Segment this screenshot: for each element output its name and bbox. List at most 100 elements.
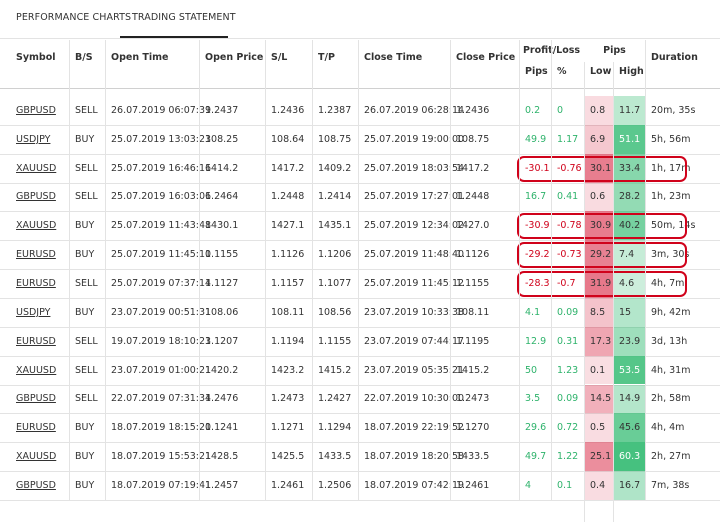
table-cell: 0.8	[584, 96, 613, 125]
table-cell: 25.07.2019 17:27:01	[358, 183, 450, 212]
cell-text: 0.4	[590, 480, 605, 491]
column-border	[312, 40, 313, 500]
cell-text: BUY	[75, 249, 94, 260]
cell-text: 1.17	[557, 134, 578, 145]
symbol-link[interactable]: XAUUSD	[16, 365, 56, 376]
tab[interactable]: PERFORMANCE CHARTS	[16, 12, 131, 23]
column-border	[613, 62, 614, 522]
column-header: B/S	[75, 52, 93, 63]
symbol-cell: GBPUSD	[0, 385, 69, 414]
cell-text: 26.07.2019 06:07:39	[111, 105, 211, 116]
symbol-link[interactable]: EURUSD	[16, 336, 56, 347]
table-cell: SELL	[69, 183, 105, 212]
table-cell: 1.1194	[265, 327, 312, 356]
cell-text: 2h, 27m	[651, 451, 690, 462]
table-cell: BUY	[69, 442, 105, 471]
table-cell: 1423.2	[265, 356, 312, 385]
symbol-link[interactable]: GBPUSD	[16, 393, 56, 404]
cell-text: 1.23	[557, 365, 578, 376]
cell-text: 18.07.2019 15:53:21	[111, 451, 211, 462]
symbol-link[interactable]: XAUUSD	[16, 163, 56, 174]
symbol-link[interactable]: XAUUSD	[16, 220, 56, 231]
tab[interactable]: TRADING STATEMENT	[132, 12, 236, 23]
symbol-link[interactable]: EURUSD	[16, 249, 56, 260]
column-header: T/P	[318, 52, 335, 63]
cell-text: 1.2457	[205, 480, 238, 491]
cell-text: 1.2473	[456, 393, 489, 404]
symbol-link[interactable]: XAUUSD	[16, 451, 56, 462]
cell-text: 25.1	[590, 451, 611, 462]
cell-text: 4.1	[525, 307, 540, 318]
table-cell: 1.1126	[450, 240, 519, 269]
cell-text: 108.56	[318, 307, 351, 318]
table-cell: 0.72	[551, 413, 584, 442]
cell-text: 0.5	[590, 422, 605, 433]
cell-text: 1.2437	[205, 105, 238, 116]
table-cell: 23.07.2019 01:00:21	[105, 356, 199, 385]
column-border	[450, 40, 451, 500]
cell-text: 6.9	[590, 134, 605, 145]
symbol-link[interactable]: GBPUSD	[16, 105, 56, 116]
cell-text: 108.06	[205, 307, 238, 318]
cell-text: 1427.0	[456, 220, 489, 231]
column-header: Open Time	[111, 52, 168, 63]
symbol-link[interactable]: GBPUSD	[16, 480, 56, 491]
table-cell: 4.1	[519, 298, 551, 327]
cell-text: 51.1	[619, 134, 640, 145]
cell-text: 25.07.2019 11:45:10	[111, 249, 211, 260]
table-cell: 18.07.2019 18:20:58	[358, 442, 450, 471]
cell-text: BUY	[75, 220, 94, 231]
table-cell: 1.1155	[199, 240, 265, 269]
table-cell: 108.06	[199, 298, 265, 327]
table-cell: 1433.5	[312, 442, 358, 471]
cell-text: 15	[619, 307, 631, 318]
cell-text: 7m, 38s	[651, 480, 689, 491]
table-cell: SELL	[69, 96, 105, 125]
table-cell: 1.2473	[450, 385, 519, 414]
symbol-link[interactable]: EURUSD	[16, 422, 56, 433]
table-cell: 0.41	[551, 183, 584, 212]
table-cell: 60.3	[613, 442, 645, 471]
cell-text: 1.1155	[318, 336, 351, 347]
cell-text: 1.1207	[205, 336, 238, 347]
symbol-link[interactable]: USDJPY	[16, 134, 50, 145]
table-cell: 1.1126	[265, 240, 312, 269]
table-cell: 1.2437	[199, 96, 265, 125]
table-cell: 1.2436	[450, 96, 519, 125]
table-cell: 18.07.2019 22:19:52	[358, 413, 450, 442]
cell-text: 0.41	[557, 191, 578, 202]
cell-text: 3.5	[525, 393, 540, 404]
table-cell: 12.9	[519, 327, 551, 356]
column-border	[69, 40, 70, 500]
cell-text: SELL	[75, 393, 98, 404]
cell-text: 1.1195	[456, 336, 489, 347]
cell-text: 1.2448	[271, 191, 304, 202]
symbol-link[interactable]: EURUSD	[16, 278, 56, 289]
column-header: Close Time	[364, 52, 422, 63]
column-border	[105, 40, 106, 500]
cell-text: 1.2448	[456, 191, 489, 202]
table-cell: 53.5	[613, 356, 645, 385]
table-cell: 1.1294	[312, 413, 358, 442]
cell-text: 25.07.2019 16:03:06	[111, 191, 211, 202]
symbol-link[interactable]: USDJPY	[16, 307, 50, 318]
table-cell: BUY	[69, 298, 105, 327]
table-cell: 108.25	[199, 125, 265, 154]
cell-text: BUY	[75, 451, 94, 462]
table-cell: 1h, 23m	[645, 183, 720, 212]
cell-text: 45.6	[619, 422, 640, 433]
cell-text: 3d, 13h	[651, 336, 687, 347]
table-cell: 9h, 42m	[645, 298, 720, 327]
table-cell: 2h, 58m	[645, 385, 720, 414]
cell-text: 0.1	[590, 365, 605, 376]
table-cell: 108.75	[312, 125, 358, 154]
cell-text: 12.9	[525, 336, 546, 347]
cell-text: 1h, 23m	[651, 191, 690, 202]
table-cell: 1.1195	[450, 327, 519, 356]
cell-text: SELL	[75, 191, 98, 202]
table-cell: 1.1155	[312, 327, 358, 356]
table-cell: 49.9	[519, 125, 551, 154]
tab-border	[0, 38, 720, 39]
cell-text: 1.1155	[205, 249, 238, 260]
symbol-link[interactable]: GBPUSD	[16, 191, 56, 202]
